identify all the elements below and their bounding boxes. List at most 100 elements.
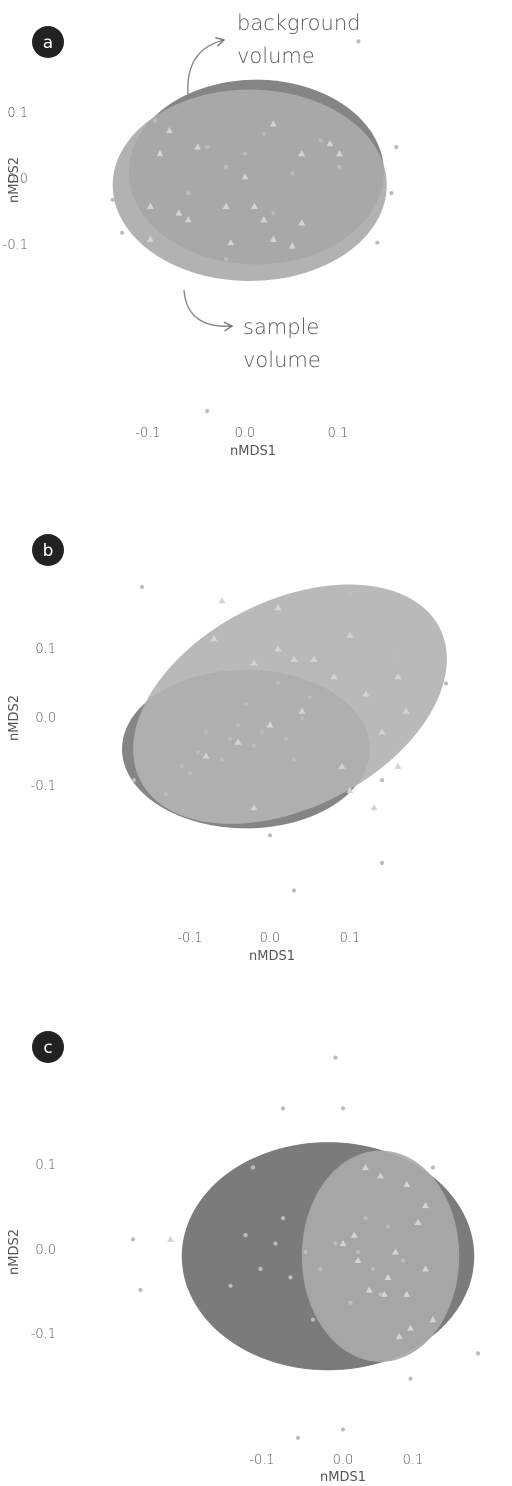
- circle-point: [195, 750, 201, 755]
- triangle-point: [166, 126, 173, 134]
- x-tick-label: 0.0: [235, 426, 256, 441]
- circle-point: [303, 1249, 308, 1255]
- y-tick-label: 0.0: [35, 711, 56, 726]
- sample-ellipse: [301, 1150, 460, 1362]
- x-tick-label: -0.1: [135, 426, 160, 441]
- circle-point: [259, 729, 265, 734]
- triangle-point: [346, 631, 354, 638]
- triangle-point: [338, 762, 346, 769]
- triangle-point: [354, 1256, 362, 1264]
- y-tick-label: 0.0: [7, 172, 28, 187]
- circle-point: [250, 1165, 256, 1170]
- circle-point: [347, 591, 353, 596]
- circle-point: [273, 1241, 278, 1246]
- circle-point: [251, 743, 257, 748]
- circle-point: [394, 144, 399, 150]
- circle-point: [348, 1300, 353, 1305]
- triangle-point: [288, 242, 296, 249]
- y-tick-label: 0.1: [35, 1158, 56, 1173]
- panel-c-letter: c: [43, 1038, 52, 1058]
- triangle-point: [251, 202, 258, 209]
- circle-point: [130, 1237, 136, 1242]
- circle-point: [242, 151, 248, 156]
- circle-point: [299, 715, 305, 721]
- y-tick-label: 0.1: [35, 642, 56, 657]
- circle-point: [307, 695, 313, 700]
- triangle-point: [378, 728, 386, 735]
- circle-point: [280, 1106, 286, 1111]
- circle-point: [378, 1292, 383, 1297]
- triangle-point: [330, 673, 338, 680]
- triangle-point: [403, 1290, 411, 1297]
- triangle-point: [394, 673, 402, 680]
- panel-b-letter: b: [43, 541, 54, 561]
- panel-b: b 0.1 0.0 -0.1 nMDS2 -0.1 0.0 0.1 nMDS1: [7, 534, 449, 964]
- triangle-point: [184, 216, 192, 223]
- circle-point: [340, 1106, 346, 1111]
- circle-point: [224, 257, 229, 262]
- triangle-point: [414, 1218, 422, 1226]
- triangle-point: [429, 1316, 437, 1323]
- triangle-point: [394, 762, 402, 769]
- triangle-point: [222, 202, 230, 209]
- triangle-point: [175, 209, 183, 216]
- circle-point: [219, 757, 225, 762]
- circle-point: [258, 1266, 263, 1271]
- circle-point: [333, 1055, 338, 1060]
- circle-point: [340, 1427, 346, 1432]
- panel-c-plot: [130, 1055, 481, 1440]
- triangle-point: [377, 1172, 384, 1179]
- triangle-point: [147, 235, 154, 242]
- triangle-point: [365, 1286, 373, 1293]
- circle-point: [370, 1266, 376, 1271]
- triangle-point: [227, 239, 235, 246]
- circle-point: [375, 240, 380, 245]
- triangle-point: [350, 1231, 358, 1238]
- circle-point: [408, 1376, 413, 1381]
- circle-point: [290, 171, 295, 176]
- circle-point: [261, 131, 266, 136]
- x-tick-label: 0.0: [333, 1453, 354, 1468]
- triangle-point: [370, 804, 378, 811]
- panel-b-plot: [122, 584, 449, 893]
- circle-point: [400, 1258, 406, 1263]
- x-axis-label: nMDS1: [230, 444, 276, 459]
- y-tick-label: 0.1: [7, 106, 28, 121]
- triangle-point: [336, 150, 343, 157]
- triangle-point: [194, 143, 202, 150]
- circle-point: [186, 191, 191, 196]
- triangle-point: [362, 1163, 369, 1171]
- triangle-point: [298, 150, 306, 157]
- triangle-point: [298, 219, 306, 226]
- triangle-point: [403, 1180, 411, 1187]
- circle-point: [363, 1216, 368, 1221]
- circle-point: [318, 138, 323, 143]
- triangle-point: [274, 604, 282, 611]
- circle-point: [235, 722, 241, 728]
- triangle-point: [266, 721, 274, 728]
- triangle-point: [269, 120, 277, 127]
- panel-a-plot: [110, 39, 399, 414]
- circle-point: [355, 1249, 361, 1255]
- circle-point: [291, 888, 297, 893]
- y-axis-label: nMDS2: [7, 1229, 22, 1275]
- x-tick-label: 0.0: [260, 931, 281, 946]
- circle-point: [203, 729, 209, 734]
- triangle-point: [147, 202, 154, 209]
- triangle-point: [392, 1248, 399, 1255]
- circle-point: [275, 681, 281, 686]
- triangle-point: [250, 659, 258, 666]
- circle-point: [395, 653, 401, 659]
- triangle-point: [310, 655, 318, 662]
- triangle-point: [260, 216, 268, 223]
- circle-point: [110, 197, 115, 202]
- x-axis-label: nMDS1: [249, 949, 295, 964]
- sample-ellipse: [112, 89, 387, 281]
- triangle-point: [156, 150, 164, 157]
- triangle-point: [241, 173, 249, 180]
- circle-point: [430, 1165, 436, 1170]
- circle-point: [295, 1435, 301, 1440]
- sample-ellipse: [133, 584, 447, 824]
- triangle-point: [339, 1239, 347, 1247]
